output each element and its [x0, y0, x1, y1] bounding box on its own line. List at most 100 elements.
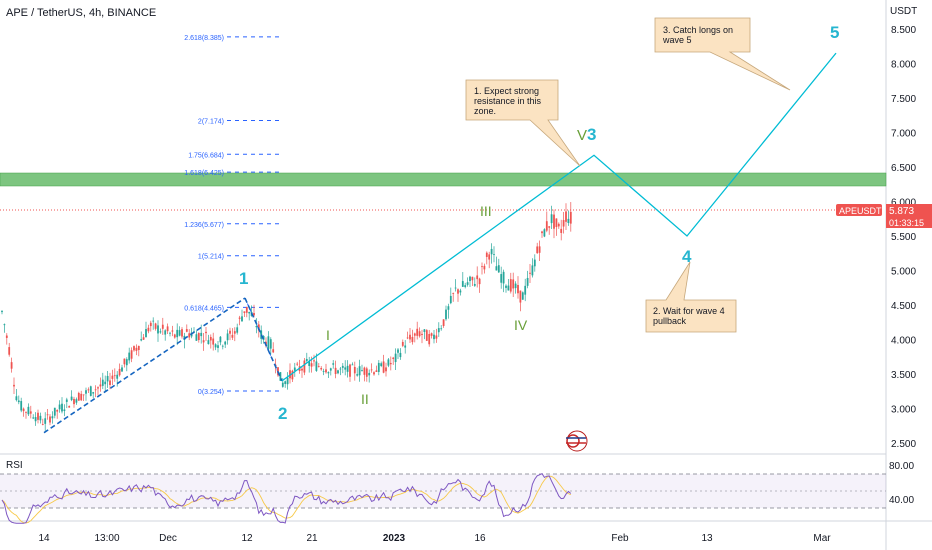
candle-body — [231, 334, 234, 338]
y-tick-label: 8.500 — [891, 25, 916, 36]
wave-lines[interactable] — [43, 52, 837, 434]
candle-body — [301, 368, 303, 371]
wave-1-line[interactable] — [43, 297, 246, 434]
candle-body — [171, 330, 174, 332]
events-flag-icon[interactable] — [566, 430, 588, 452]
candle-body — [569, 211, 572, 224]
wave-2-line[interactable] — [244, 297, 283, 382]
wave-label-IV: IV — [514, 317, 528, 333]
candle-body — [286, 377, 289, 385]
candle-body — [428, 333, 431, 345]
candle-body — [267, 336, 270, 350]
y-tick-label: 3.000 — [891, 405, 916, 416]
candle-body — [320, 367, 323, 370]
candle-body — [58, 404, 61, 410]
candle-body — [536, 246, 539, 254]
candle-body — [411, 336, 414, 343]
wave-label-2: 2 — [278, 404, 287, 423]
candle-body — [471, 276, 474, 281]
candle-body — [145, 329, 147, 338]
candle-body — [279, 372, 282, 381]
note-wave5[interactable]: 3. Catch longs on wave 5 — [654, 17, 791, 91]
candle-body — [46, 414, 49, 416]
candle-body — [37, 412, 39, 420]
candle-body — [49, 416, 51, 423]
candle-body — [97, 387, 99, 389]
time-axis[interactable]: 14 13:00 Dec 12 21 2023 16 Feb 13 Mar — [38, 533, 831, 544]
candle-body — [207, 340, 210, 345]
candle-body — [113, 375, 116, 377]
symbol-title: APE / TetherUS, 4h, BINANCE — [6, 7, 156, 19]
candle-body — [363, 367, 366, 375]
candle-body — [466, 282, 469, 285]
candle-body — [41, 424, 44, 425]
candle-body — [142, 337, 145, 340]
x-tick-label: Feb — [611, 533, 629, 544]
candle-body — [541, 231, 543, 234]
candle-body — [255, 326, 258, 328]
candle-body — [380, 363, 383, 366]
candle-body — [118, 368, 121, 376]
candle-body — [123, 358, 126, 365]
candle-body — [416, 328, 419, 336]
candle-body — [308, 361, 311, 366]
x-tick-label: 16 — [474, 533, 486, 544]
rsi-label: RSI — [6, 460, 23, 471]
candle-body — [305, 358, 308, 361]
candle-body — [17, 400, 20, 403]
candle-body — [39, 415, 42, 421]
candle-body — [73, 398, 75, 405]
candle-body — [346, 365, 349, 372]
candle-body — [555, 218, 558, 227]
candle-body — [327, 372, 330, 374]
candle-body — [92, 392, 95, 394]
candle-body — [373, 372, 375, 375]
fib-retracement[interactable]: 2.618(8.385) 2(7.174) 1.75(6.684) 1.618(6.4… — [184, 35, 283, 396]
note-wave4[interactable]: 2. Wait for wave 4 pullback — [645, 261, 737, 333]
wave-projection-line[interactable] — [281, 52, 837, 382]
price-axis[interactable]: 8.500 8.000 7.500 7.000 6.500 6.000 5.500 5.000… — [891, 25, 916, 450]
candle-body — [101, 379, 104, 386]
candle-body — [89, 386, 92, 396]
wave-label-V: V — [577, 127, 587, 144]
candle-body — [361, 370, 363, 371]
price-tag-countdown: 01:33:15 — [889, 218, 924, 228]
candle-body — [430, 333, 433, 336]
candle-body — [368, 372, 371, 376]
candle-body — [161, 324, 164, 329]
candle-body — [125, 359, 128, 366]
candle-body — [469, 276, 471, 282]
resistance-zone[interactable] — [0, 172, 887, 187]
x-tick-label: 13:00 — [94, 533, 119, 544]
candle-body — [245, 307, 248, 313]
candle-body — [128, 352, 131, 361]
candle-body — [109, 380, 111, 385]
note-resistance-line3: zone. — [474, 106, 496, 116]
candle-body — [164, 330, 167, 335]
candle-body — [365, 368, 368, 377]
candle-body — [375, 370, 378, 372]
wave-label-5: 5 — [830, 23, 839, 42]
candle-body — [181, 329, 183, 337]
currency-label: USDT — [890, 6, 917, 17]
candle-body — [241, 316, 243, 322]
candle-body — [20, 401, 23, 411]
candle-body — [260, 330, 263, 339]
candle-body — [130, 350, 133, 359]
candle-body — [140, 339, 143, 341]
candle-body — [493, 254, 495, 255]
candle-body — [413, 333, 416, 336]
candle-body — [401, 341, 404, 346]
rsi-tick-40: 40.00 — [889, 495, 914, 506]
y-tick-label: 3.500 — [891, 370, 916, 381]
candle-body — [557, 223, 560, 227]
note-resistance[interactable]: 1. Expect strong resistance in this zone… — [465, 79, 581, 167]
candle-body — [137, 345, 140, 350]
candle-body — [44, 418, 47, 424]
candle-body — [197, 333, 200, 341]
candle-body — [63, 409, 66, 411]
candle-body — [353, 366, 356, 374]
candle-body — [243, 311, 246, 313]
rsi-pane[interactable]: RSI 80.00 40.00 — [0, 460, 914, 524]
